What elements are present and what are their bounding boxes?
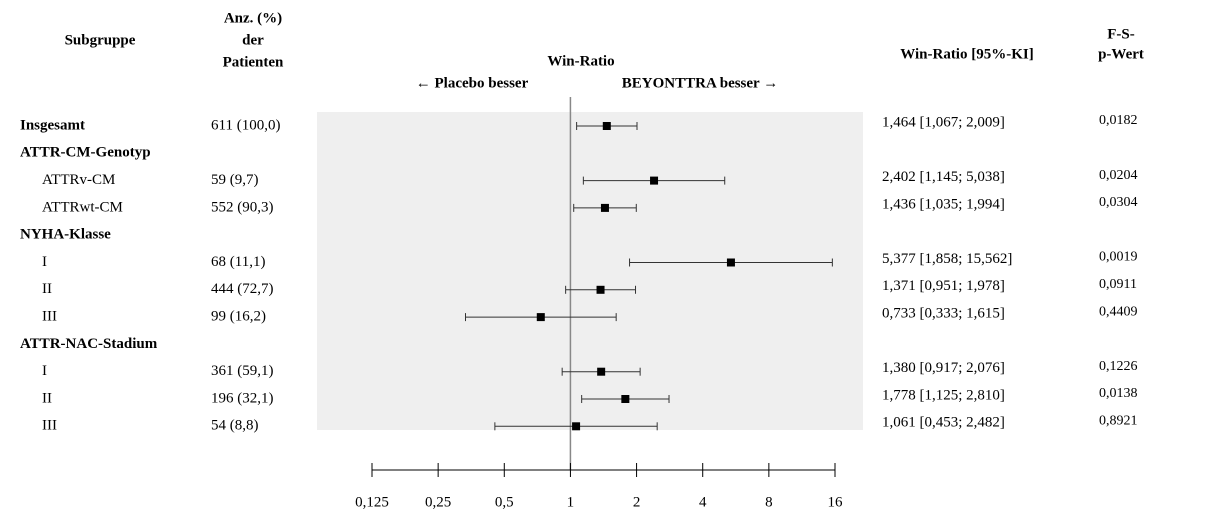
n-label: 59 (9,7)	[211, 172, 259, 188]
subgroup-label: I	[42, 254, 47, 270]
n-header: der	[242, 32, 264, 48]
group-label: ATTR-CM-Genotyp	[20, 145, 151, 161]
subgroup-label: II	[42, 390, 52, 406]
n-label: 196 (32,1)	[211, 390, 274, 406]
ci-label: 1,371 [0,951; 1,978]	[882, 278, 1005, 294]
x-tick-label: 4	[699, 494, 707, 510]
group-label: Insgesamt	[20, 117, 85, 133]
point-estimate	[726, 258, 735, 267]
p-value-label: 0,1226	[1099, 359, 1138, 374]
p-value-label: 0,0204	[1099, 168, 1138, 183]
p-value-label: 0,8921	[1099, 414, 1138, 429]
ci-label: 1,464 [1,067; 2,009]	[882, 114, 1005, 130]
p-header: F-S-	[1107, 26, 1135, 42]
subgroup-label: ATTRv-CM	[42, 172, 115, 188]
category-header: Subgruppe	[65, 32, 136, 48]
n-label: 361 (59,1)	[211, 363, 274, 379]
ci-label: 2,402 [1,145; 5,038]	[882, 169, 1005, 185]
n-label: 611 (100,0)	[211, 117, 280, 133]
ci-label: 5,377 [1,858; 15,562]	[882, 251, 1012, 267]
p-header: p-Wert	[1098, 46, 1144, 62]
x-tick-label: 16	[828, 494, 844, 510]
ci-label: 1,061 [0,453; 2,482]	[882, 415, 1005, 431]
point-estimate	[602, 122, 611, 130]
p-value-label: 0,0182	[1099, 113, 1138, 128]
right-label: BEYONTTRA besser →	[622, 75, 778, 91]
x-tick-label: 0,25	[425, 494, 451, 510]
x-tick-label: 2	[633, 494, 641, 510]
n-header: Patienten	[223, 54, 284, 70]
point-estimate	[621, 395, 630, 403]
point-estimate	[572, 422, 581, 431]
x-tick-label: 0,5	[495, 494, 514, 510]
point-estimate	[596, 285, 605, 294]
subgroup-label: I	[42, 363, 47, 379]
x-tick-label: 8	[765, 494, 773, 510]
group-label: NYHA-Klasse	[20, 227, 111, 243]
subgroup-label: III	[42, 418, 57, 434]
n-label: 552 (90,3)	[211, 199, 274, 215]
point-estimate	[650, 176, 659, 185]
group-label: ATTR-NAC-Stadium	[20, 336, 158, 352]
point-estimate	[597, 367, 606, 376]
ci-label: 0,733 [0,333; 1,615]	[882, 306, 1005, 322]
p-value-label: 0,0911	[1099, 277, 1137, 292]
chart-title: Win-Ratio	[547, 53, 614, 69]
p-value-label: 0,0304	[1099, 195, 1138, 210]
n-label: 99 (16,2)	[211, 309, 266, 325]
p-value-label: 0,0019	[1099, 250, 1138, 265]
subgroup-label: III	[42, 309, 57, 325]
point-estimate	[536, 313, 545, 322]
p-value-label: 0,0138	[1099, 386, 1138, 401]
ci-label: 1,380 [0,917; 2,076]	[882, 360, 1005, 376]
left-label: ← Placebo besser	[416, 75, 529, 91]
n-label: 444 (72,7)	[211, 281, 274, 297]
ci-header: Win-Ratio [95%-KI]	[900, 46, 1033, 62]
plot-background	[317, 112, 863, 430]
n-header: Anz. (%)	[224, 10, 282, 26]
x-tick-label: 1	[567, 494, 575, 510]
n-label: 54 (8,8)	[211, 418, 259, 434]
ci-label: 1,436 [1,035; 1,994]	[882, 196, 1005, 212]
p-value-label: 0,4409	[1099, 304, 1138, 319]
subgroup-label: II	[42, 281, 52, 297]
subgroup-label: ATTRwt-CM	[42, 199, 123, 215]
x-tick-label: 0,125	[355, 494, 389, 510]
ci-label: 1,778 [1,125; 2,810]	[882, 387, 1005, 403]
point-estimate	[600, 203, 609, 212]
n-label: 68 (11,1)	[211, 254, 265, 270]
